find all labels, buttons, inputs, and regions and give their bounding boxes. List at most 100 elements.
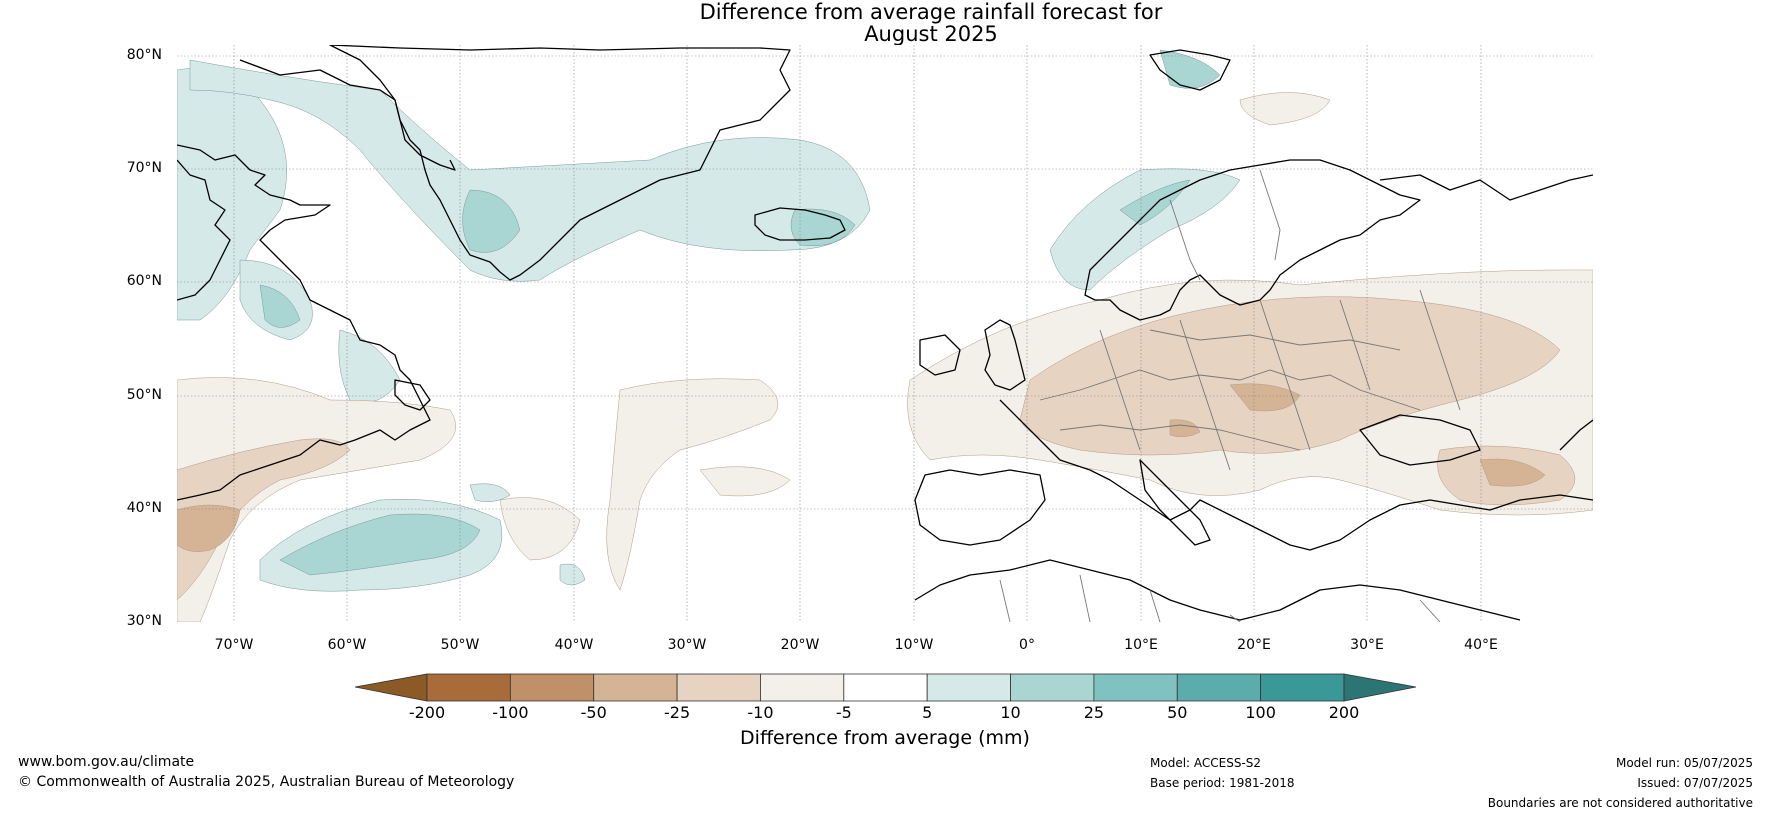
footer-copyright: © Commonwealth of Australia 2025, Austra…	[18, 774, 515, 790]
lat-label-40n: 40°N	[126, 500, 162, 516]
colorbar-tick-label: 5	[922, 703, 933, 722]
colorbar-segment	[1260, 673, 1345, 702]
wet-region-atlantic-core	[279, 513, 481, 576]
colorbar-tick-label: -50	[580, 703, 607, 722]
colorbar-segment	[1010, 673, 1095, 702]
graticule	[177, 45, 1593, 622]
colorbar-tick-label: 100	[1245, 703, 1276, 722]
lon-label-30e: 30°E	[1350, 637, 1384, 653]
colorbar	[354, 673, 1417, 702]
colorbar-segment	[926, 673, 1011, 702]
lon-label-0: 0°	[1019, 637, 1035, 653]
lon-label-20e: 20°E	[1237, 637, 1271, 653]
lon-label-30w: 30°W	[667, 637, 707, 653]
wet-region-newfoundland	[338, 329, 401, 403]
map-area	[177, 45, 1593, 622]
coastline-greenland	[329, 45, 791, 281]
coastline-europe-main	[999, 399, 1593, 551]
dry-region-us-east	[177, 377, 456, 622]
colorbar-tick-label: -10	[747, 703, 774, 722]
dry-region-mid-atlantic	[606, 378, 779, 591]
coastline-iceland	[754, 207, 846, 241]
lat-label-30n: 30°N	[126, 613, 162, 629]
coastline-caspian	[1559, 419, 1593, 451]
coastline-ireland	[919, 334, 961, 376]
border-ns-5	[1419, 289, 1461, 411]
colorbar-label: Difference from average (mm)	[740, 727, 1030, 749]
coastline-british-isles	[984, 319, 1026, 391]
border-ew-2	[1149, 329, 1401, 351]
lat-label-70n: 70°N	[126, 160, 162, 176]
colorbar-segment	[676, 673, 761, 702]
colorbar-segment	[509, 673, 595, 702]
colorbar-tick-label: -200	[408, 703, 446, 722]
lon-label-70w: 70°W	[214, 637, 254, 653]
lon-label-40w: 40°W	[554, 637, 594, 653]
colorbar-segments	[426, 673, 1345, 702]
dry-region-azores	[699, 466, 791, 497]
lon-label-60w: 60°W	[327, 637, 367, 653]
wet-region-labrador-core	[259, 284, 301, 328]
colorbar-tick-label: -5	[835, 703, 852, 722]
coastline-black-sea	[1359, 414, 1481, 466]
dry-region-europe-mid	[1019, 296, 1561, 456]
wet-region-iceland	[790, 208, 856, 246]
coastline-scandinavia	[1084, 159, 1421, 321]
dry-region-atlantic-south	[499, 497, 581, 561]
wet-region-small-2	[559, 563, 586, 586]
border-ns-4	[1339, 299, 1371, 391]
dry-region-norway-arctic	[1239, 92, 1331, 126]
wet-region-small-1	[469, 483, 511, 502]
colorbar-tick-label: 10	[1000, 703, 1021, 722]
colorbar-segment	[843, 673, 928, 702]
border-ns-1	[1099, 329, 1141, 451]
coastlines	[177, 45, 1593, 621]
coastline-italy	[1139, 459, 1211, 546]
map-title-line2: August 2025	[864, 22, 998, 46]
wet-region-norway-core	[1119, 179, 1191, 226]
footer-issued: Issued: 07/07/2025	[1637, 776, 1753, 790]
border-ns-2	[1179, 319, 1231, 471]
colorbar-segment	[1093, 673, 1178, 702]
wet-anomaly-shading	[177, 49, 1241, 592]
border-ew-1	[1059, 424, 1301, 451]
dry-region-us-east-mid	[177, 438, 351, 601]
lon-label-50w: 50°W	[440, 637, 480, 653]
colorbar-segment	[426, 673, 511, 702]
dry-region-alps-core	[1169, 419, 1201, 438]
coastline-newfoundland	[394, 379, 431, 411]
colorbar-tick-label: 25	[1083, 703, 1105, 722]
colorbar-tick-label: -100	[492, 703, 529, 722]
dry-region-us-east-core	[177, 504, 241, 552]
map-title-line1: Difference from average rainfall forecas…	[699, 0, 1163, 24]
wet-region-svalbard	[1159, 49, 1221, 89]
footer-base-period: Base period: 1981-2018	[1150, 776, 1295, 790]
dry-region-turkey-core	[1479, 458, 1546, 487]
lon-label-20w: 20°W	[780, 637, 820, 653]
coastline-canada-arctic	[177, 144, 431, 501]
colorbar-segment	[760, 673, 845, 702]
border-ns-3	[1259, 299, 1311, 451]
footer-model-run: Model run: 05/07/2025	[1615, 756, 1753, 770]
country-borders	[999, 169, 1461, 622]
footer-model: Model: ACCESS-S2	[1150, 756, 1262, 770]
colorbar-extend-right	[1343, 673, 1417, 702]
coastline-hudson-bay	[177, 159, 231, 301]
dry-region-hungary-core	[1229, 383, 1301, 412]
colorbar-extend-left	[354, 673, 428, 702]
lon-label-40e: 40°E	[1464, 637, 1498, 653]
lat-label-80n: 80°N	[126, 47, 162, 63]
border-north-africa	[999, 574, 1441, 622]
coastline-north-africa	[914, 559, 1521, 621]
coastline-russia-arctic	[1379, 174, 1593, 201]
dry-anomaly-shading	[177, 92, 1593, 622]
coastline-iberia	[914, 469, 1046, 546]
colorbar-tick-label: -25	[664, 703, 691, 722]
wet-region-greenland-east	[462, 189, 521, 253]
coastline-svalbard	[1149, 49, 1231, 91]
colorbar-tick-label: 200	[1328, 703, 1360, 722]
border-central-europe	[1039, 369, 1421, 411]
lat-label-60n: 60°N	[126, 273, 162, 289]
footer-website: www.bom.gov.au/climate	[18, 754, 195, 770]
